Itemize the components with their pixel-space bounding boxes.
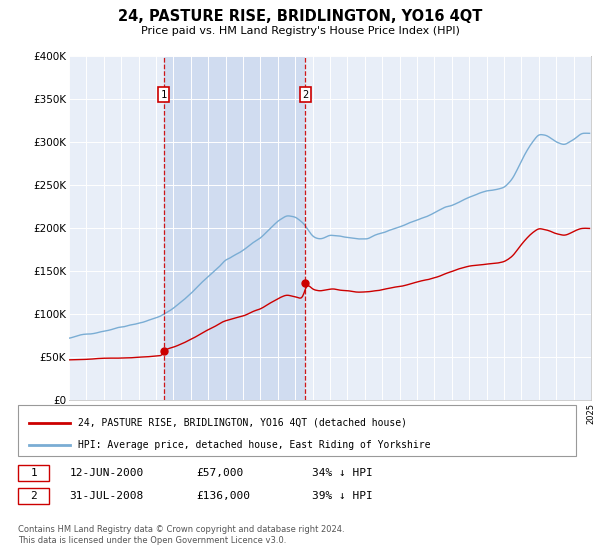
- Text: 2: 2: [30, 491, 37, 501]
- FancyBboxPatch shape: [18, 465, 49, 480]
- Text: £57,000: £57,000: [196, 468, 244, 478]
- Text: 24, PASTURE RISE, BRIDLINGTON, YO16 4QT: 24, PASTURE RISE, BRIDLINGTON, YO16 4QT: [118, 10, 482, 24]
- Text: £136,000: £136,000: [196, 491, 250, 501]
- Text: Price paid vs. HM Land Registry's House Price Index (HPI): Price paid vs. HM Land Registry's House …: [140, 26, 460, 36]
- FancyBboxPatch shape: [18, 488, 49, 503]
- Text: 1: 1: [30, 468, 37, 478]
- Text: 39% ↓ HPI: 39% ↓ HPI: [311, 491, 372, 501]
- Text: HPI: Average price, detached house, East Riding of Yorkshire: HPI: Average price, detached house, East…: [78, 440, 431, 450]
- Text: This data is licensed under the Open Government Licence v3.0.: This data is licensed under the Open Gov…: [18, 536, 286, 545]
- Bar: [164, 56, 305, 400]
- Text: Contains HM Land Registry data © Crown copyright and database right 2024.: Contains HM Land Registry data © Crown c…: [18, 525, 344, 534]
- Text: 1: 1: [161, 90, 167, 100]
- Text: 31-JUL-2008: 31-JUL-2008: [70, 491, 144, 501]
- Text: 2: 2: [302, 90, 308, 100]
- Text: 34% ↓ HPI: 34% ↓ HPI: [311, 468, 372, 478]
- Text: 24, PASTURE RISE, BRIDLINGTON, YO16 4QT (detached house): 24, PASTURE RISE, BRIDLINGTON, YO16 4QT …: [78, 418, 407, 428]
- Text: 12-JUN-2000: 12-JUN-2000: [70, 468, 144, 478]
- FancyBboxPatch shape: [18, 405, 577, 456]
